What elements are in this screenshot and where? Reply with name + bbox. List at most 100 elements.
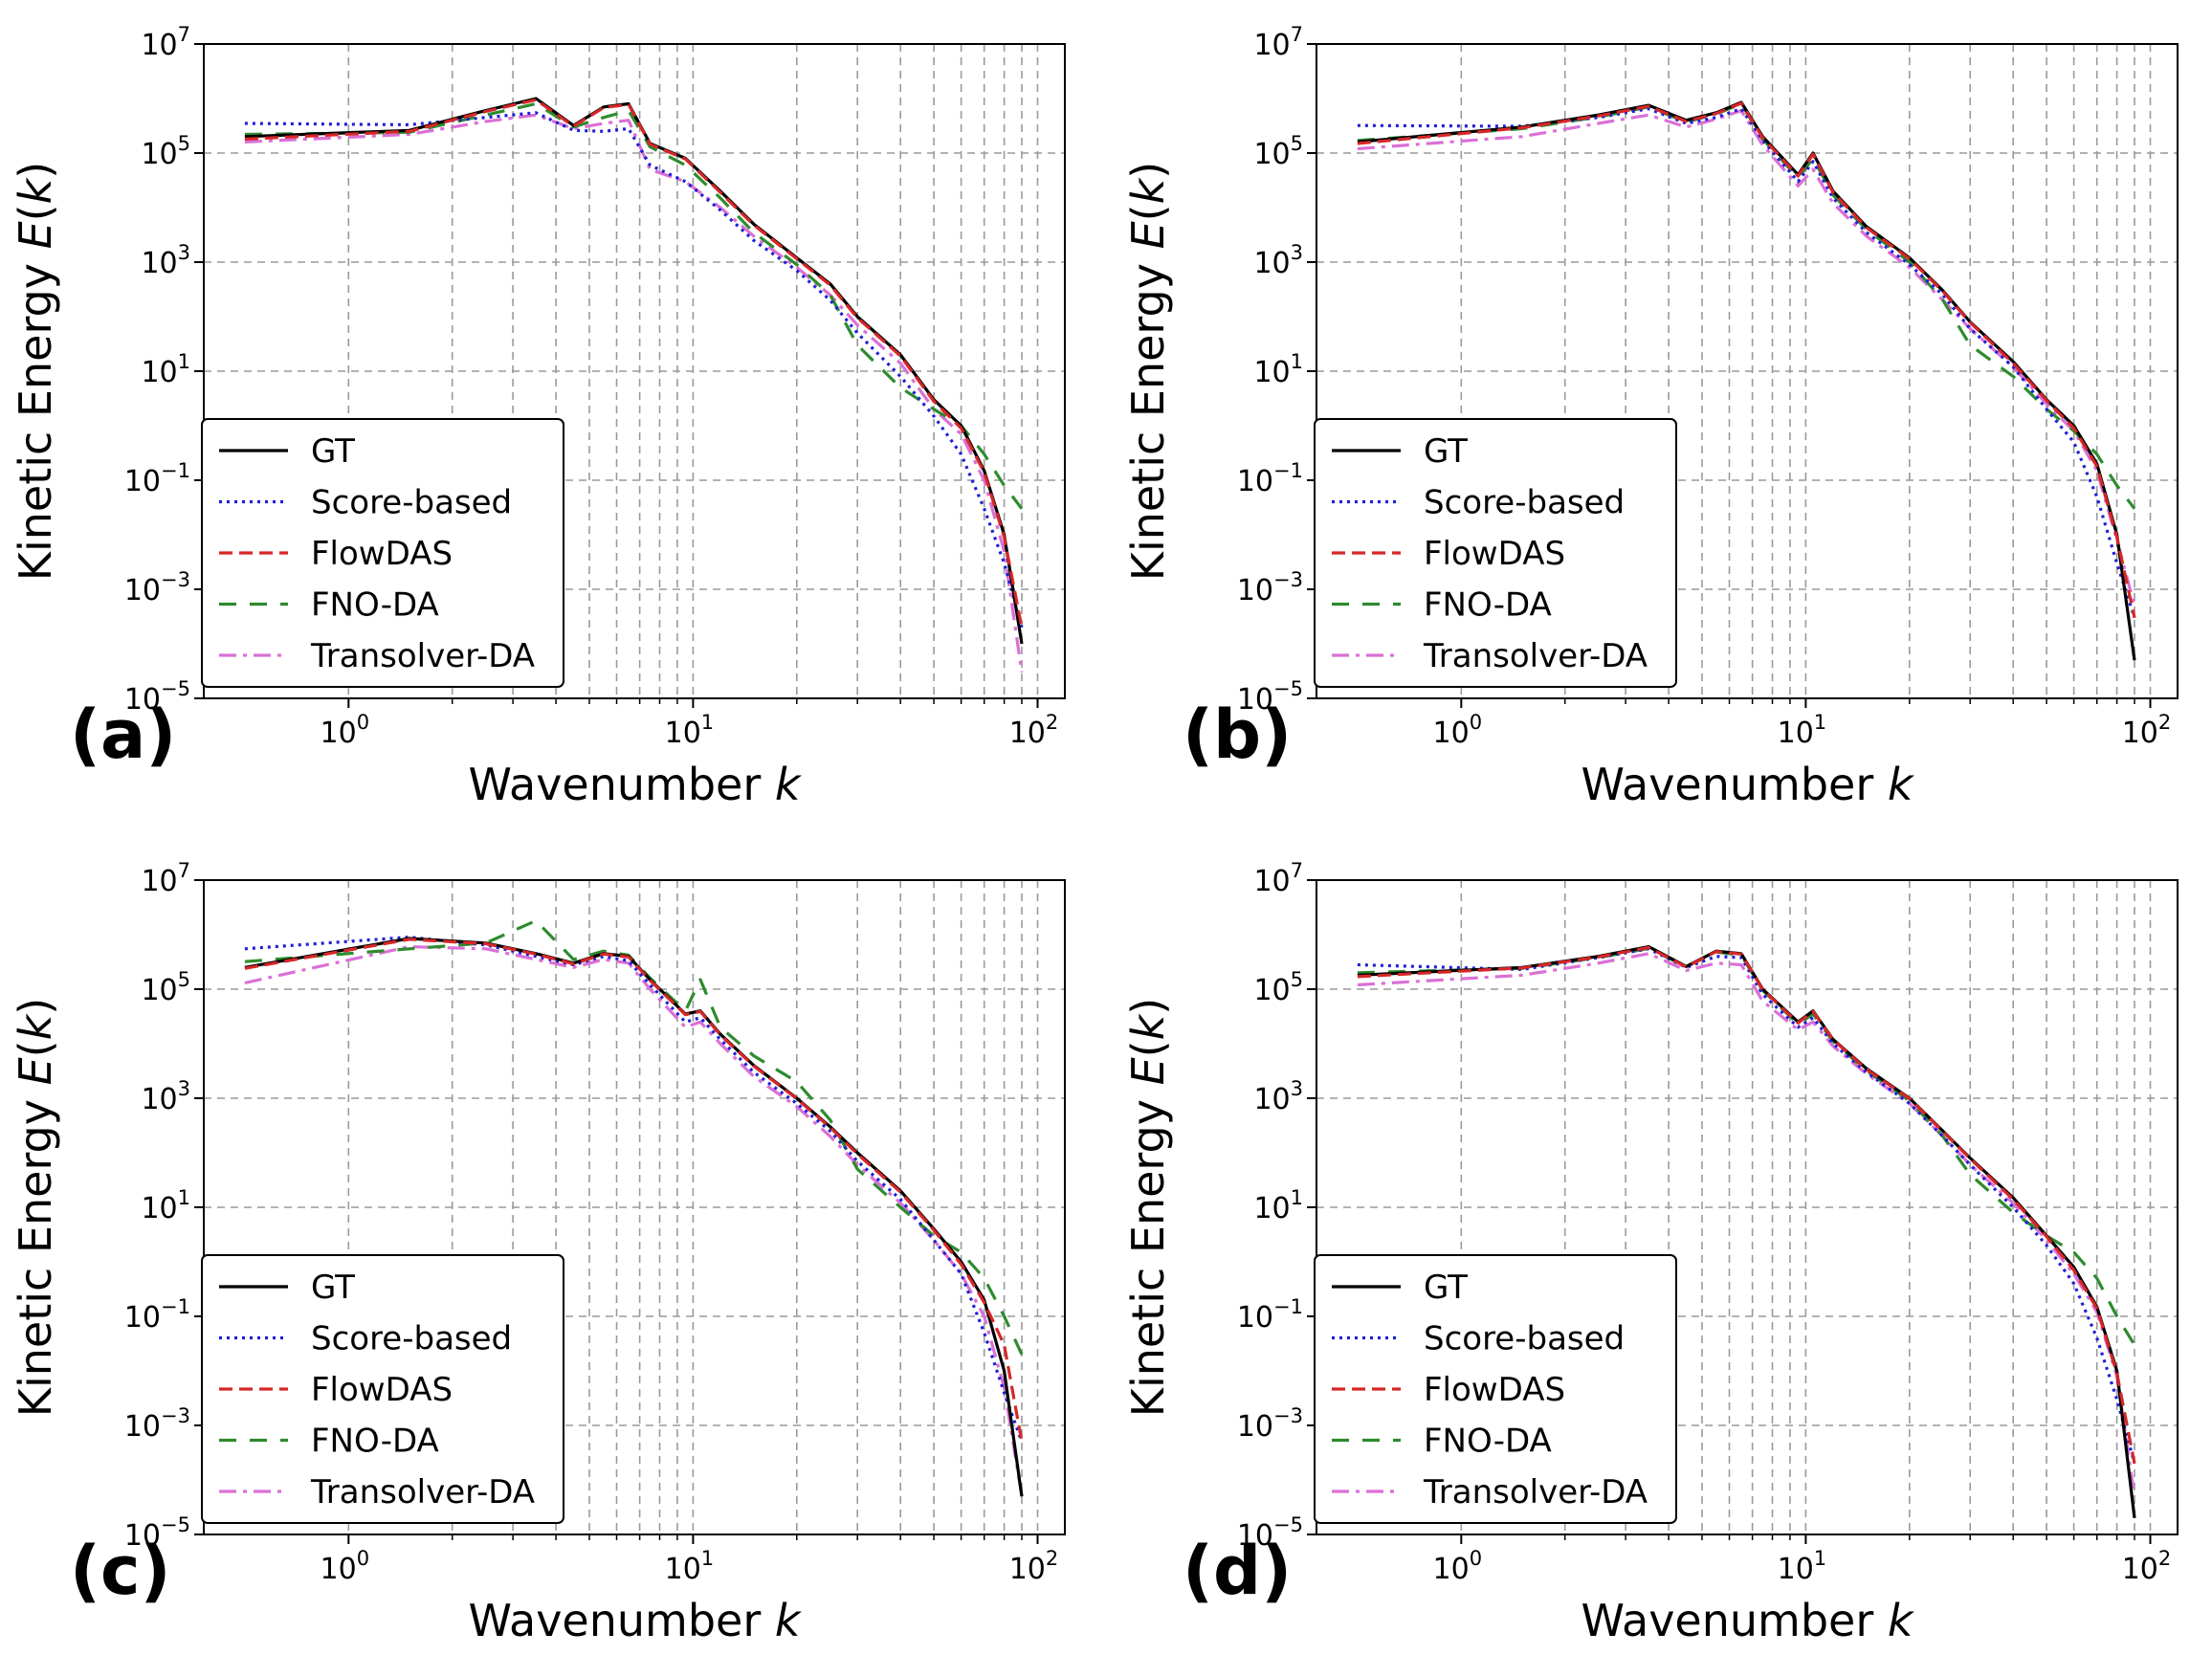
panel-label: (b) <box>1183 695 1292 774</box>
y-tick-label: 105 <box>1253 968 1303 1007</box>
y-tick-base: 10 <box>1237 1410 1273 1444</box>
y-axis-label-var: k <box>1122 1012 1174 1040</box>
x-tick-label: 100 <box>1433 711 1483 750</box>
x-tick-exp: 1 <box>701 1547 714 1570</box>
legend-label: Transolver-DA <box>310 637 535 675</box>
series-line-flowdas <box>1357 945 2136 1465</box>
x-axis-label-var: k <box>1888 1595 1915 1646</box>
y-axis-label-paren: ) <box>10 162 61 179</box>
y-axis-label: Kinetic Energy E(k) <box>1122 998 1174 1417</box>
y-tick-base: 10 <box>124 574 161 607</box>
y-tick-base: 10 <box>1253 865 1290 898</box>
y-tick-exp: 3 <box>178 1077 190 1100</box>
y-tick-exp: −5 <box>161 1513 190 1536</box>
y-tick-exp: −3 <box>1273 568 1303 591</box>
grid-lines <box>1316 880 2178 1534</box>
y-axis-label-paren: ) <box>10 998 61 1015</box>
x-axis-label: Wavenumber k <box>468 759 802 810</box>
x-tick-base: 10 <box>321 717 357 750</box>
y-tick-base: 10 <box>1253 138 1290 171</box>
y-axis-label-paren: ( <box>10 1040 61 1057</box>
y-axis-label-word: Kinetic Energy <box>10 1085 61 1417</box>
y-tick-base: 10 <box>1253 247 1290 280</box>
legend-label: GT <box>1424 1269 1468 1307</box>
legend-box <box>1314 1254 1677 1524</box>
x-tick-base: 10 <box>1778 717 1814 750</box>
y-tick-exp: 1 <box>1291 1186 1303 1209</box>
x-tick-label: 101 <box>665 1547 715 1586</box>
x-tick-label: 101 <box>665 711 715 750</box>
y-tick-label: 10−3 <box>1237 1404 1303 1444</box>
y-tick-label: 103 <box>1253 1077 1303 1116</box>
x-tick-exp: 0 <box>357 1547 369 1570</box>
y-tick-base: 10 <box>124 1519 161 1553</box>
panel-label: (c) <box>70 1532 170 1610</box>
y-tick-label: 105 <box>141 132 190 171</box>
x-tick-exp: 1 <box>1814 1547 1826 1570</box>
x-tick-label: 102 <box>1009 711 1059 750</box>
legend-label: Score-based <box>311 484 512 522</box>
y-tick-label: 10−1 <box>124 1295 190 1335</box>
y-tick-exp: −5 <box>1273 677 1303 700</box>
x-tick-base: 10 <box>665 1553 701 1586</box>
y-tick-exp: 7 <box>1291 23 1303 46</box>
y-axis-label-paren: ( <box>1122 1040 1174 1057</box>
y-tick-exp: 3 <box>178 241 190 264</box>
chart-panel-2: 100 101 10210710510310110−110−310−5Wavenum… <box>10 859 1066 1646</box>
y-tick-label: 10−3 <box>124 1404 190 1444</box>
y-tick-base: 10 <box>1253 1083 1290 1116</box>
y-tick-label: 10−3 <box>1237 568 1303 607</box>
y-tick-label: 10−1 <box>1237 459 1303 498</box>
x-tick-exp: 2 <box>1046 1547 1058 1570</box>
y-axis-label-fn: E <box>10 1057 61 1085</box>
legend: GT Score-based FlowDAS FNO-DA Transolver-DA <box>201 418 564 688</box>
legend-label: Transolver-DA <box>1423 1473 1648 1512</box>
legend-label: FlowDAS <box>311 1371 453 1409</box>
x-tick-base: 10 <box>1433 1553 1470 1586</box>
y-tick-exp: −1 <box>1273 459 1303 482</box>
panel-label: (d) <box>1183 1532 1292 1610</box>
y-tick-exp: 7 <box>178 859 190 882</box>
x-tick-exp: 1 <box>701 711 714 734</box>
y-tick-label: 107 <box>141 859 190 898</box>
y-axis-label-paren: ( <box>10 204 61 221</box>
x-axis-label: Wavenumber k <box>1581 1595 1914 1646</box>
x-tick-label: 100 <box>1433 1547 1483 1586</box>
y-axis-label-var: k <box>10 1012 61 1040</box>
x-tick-base: 10 <box>1433 717 1470 750</box>
x-tick-base: 10 <box>321 1553 357 1586</box>
y-tick-base: 10 <box>124 1301 161 1335</box>
y-tick-label: 10−1 <box>124 459 190 498</box>
x-tick-exp: 2 <box>2158 711 2171 734</box>
legend-box <box>1314 418 1677 688</box>
x-axis-label-word: Wavenumber <box>468 1595 774 1646</box>
x-tick-base: 10 <box>2122 717 2158 750</box>
y-tick-base: 10 <box>124 683 161 717</box>
y-tick-label: 10−5 <box>124 677 190 717</box>
y-tick-label: 107 <box>141 23 190 62</box>
y-axis-label-paren: ( <box>1122 204 1174 221</box>
y-tick-exp: 1 <box>1291 350 1303 373</box>
legend-label: GT <box>311 1269 355 1307</box>
y-tick-label: 105 <box>1253 132 1303 171</box>
y-tick-label: 101 <box>1253 1186 1303 1225</box>
legend-label: FlowDAS <box>311 535 453 573</box>
y-tick-label: 101 <box>1253 350 1303 389</box>
series-group <box>1357 944 2136 1518</box>
series-line-flowdas <box>244 938 1024 1443</box>
series-group <box>244 97 1024 673</box>
y-tick-label: 103 <box>1253 241 1303 280</box>
y-tick-exp: 5 <box>1291 968 1303 991</box>
y-axis-label-var: k <box>1122 176 1174 204</box>
legend-label: FNO-DA <box>311 586 439 625</box>
x-tick-label: 102 <box>2122 711 2172 750</box>
y-tick-exp: 5 <box>178 132 190 155</box>
x-tick-exp: 0 <box>357 711 369 734</box>
legend-box <box>201 418 564 688</box>
y-axis-label-fn: E <box>10 221 61 249</box>
y-tick-exp: −3 <box>1273 1404 1303 1427</box>
y-tick-exp: 3 <box>1291 1077 1303 1100</box>
legend: GT Score-based FlowDAS FNO-DA Transolver-DA <box>201 1254 564 1524</box>
x-tick-label: 100 <box>321 1547 370 1586</box>
x-tick-exp: 0 <box>1470 711 1482 734</box>
